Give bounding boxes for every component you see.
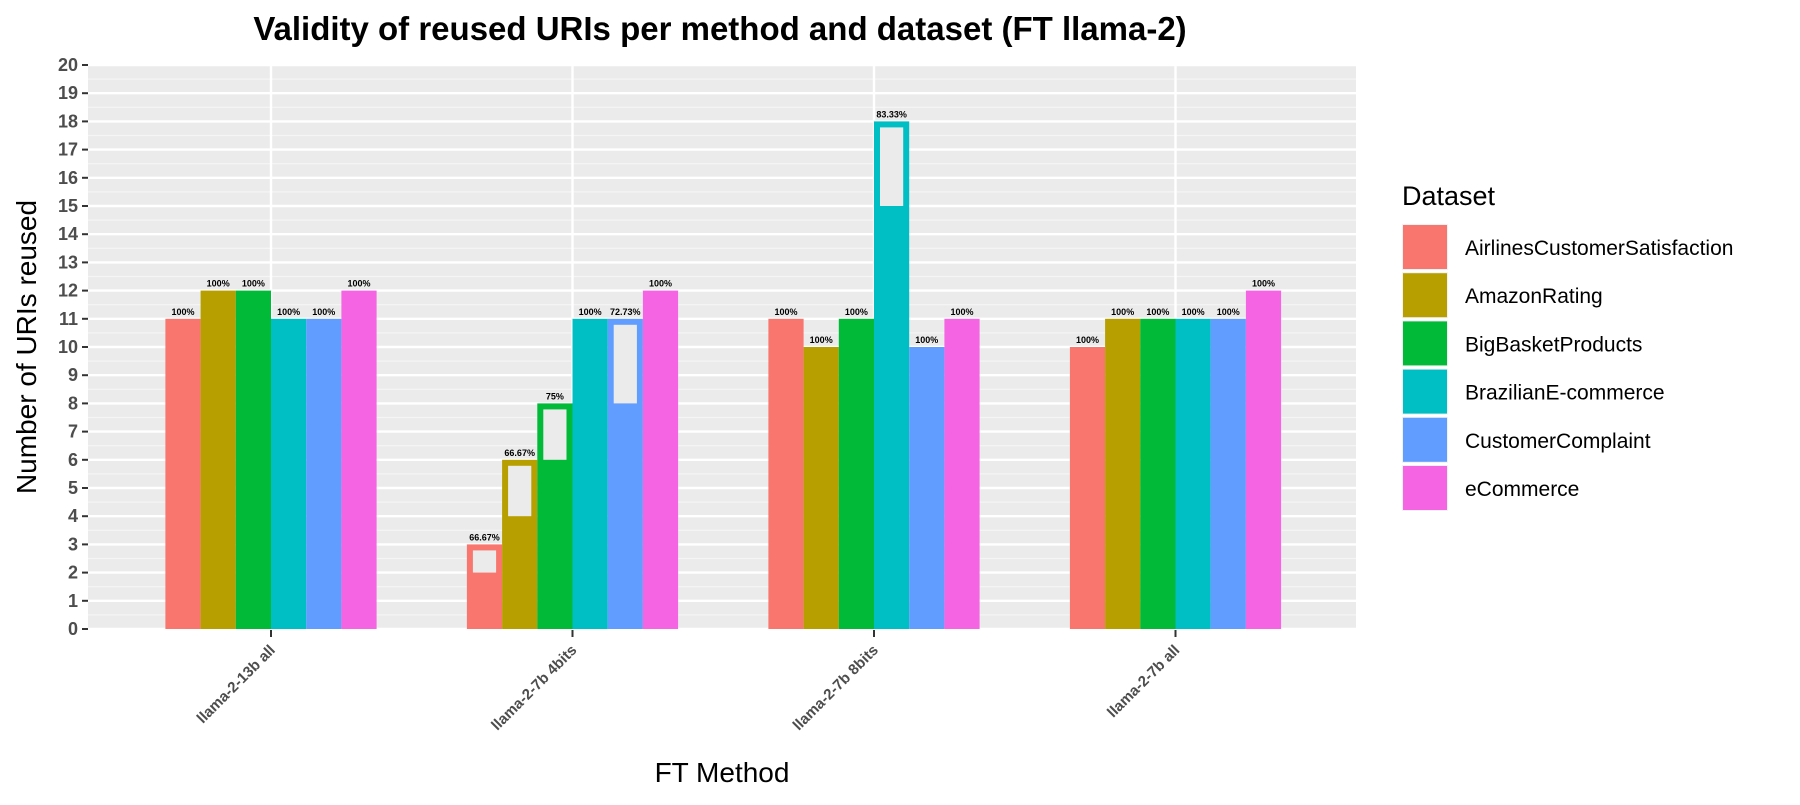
invalid-portion-BigBasketProducts-llama-2-7b 4bits bbox=[543, 409, 567, 460]
y-tick-label: 17 bbox=[58, 140, 78, 160]
legend-swatch-eCommerce bbox=[1403, 466, 1447, 510]
legend-label-CustomerComplaint: CustomerComplaint bbox=[1465, 430, 1651, 453]
y-tick-label: 13 bbox=[58, 252, 78, 272]
x-tick-label: llama-2-7b 8bits bbox=[790, 642, 882, 734]
bar-BigBasketProducts-llama-2-7b all bbox=[1140, 318, 1176, 629]
data-label-AmazonRating-llama-2-7b 4bits: 66.67% bbox=[504, 448, 535, 458]
legend-label-BigBasketProducts: BigBasketProducts bbox=[1465, 333, 1642, 356]
bar-eCommerce-llama-2-7b all bbox=[1245, 290, 1282, 629]
data-label-AmazonRating-llama-2-13b all: 100% bbox=[207, 279, 230, 289]
data-label-AirlinesCustomerSatisfaction-llama-2-7b all: 100% bbox=[1076, 335, 1099, 345]
data-label-CustomerComplaint-llama-2-7b all: 100% bbox=[1217, 307, 1240, 317]
y-tick-label: 7 bbox=[68, 422, 78, 442]
bar-AirlinesCustomerSatisfaction-llama-2-7b 8bits bbox=[768, 318, 804, 629]
data-label-eCommerce-llama-2-13b all: 100% bbox=[347, 279, 370, 289]
y-tick-label: 15 bbox=[58, 196, 78, 216]
x-axis-title: FT Method bbox=[655, 757, 790, 788]
data-label-BrazilianE-commerce-llama-2-7b all: 100% bbox=[1182, 307, 1205, 317]
chart-title: Validity of reused URIs per method and d… bbox=[253, 10, 1186, 47]
bar-BrazilianE-commerce-llama-2-7b 4bits bbox=[572, 318, 608, 629]
bar-AmazonRating-llama-2-13b all bbox=[200, 290, 236, 629]
invalid-portion-BrazilianE-commerce-llama-2-7b 8bits bbox=[880, 127, 904, 206]
legend-label-BrazilianE-commerce: BrazilianE-commerce bbox=[1465, 382, 1665, 405]
y-tick-label: 4 bbox=[68, 506, 78, 526]
invalid-portion-AmazonRating-llama-2-7b 4bits bbox=[508, 465, 532, 517]
y-tick-label: 20 bbox=[58, 55, 78, 75]
legend-swatch-AmazonRating bbox=[1403, 273, 1447, 318]
data-labels: 100% 100% 100% 100% 100% 100% 66.67% 66.67% 75% 1… bbox=[171, 109, 1275, 542]
data-label-AirlinesCustomerSatisfaction-llama-2-7b 8bits: 100% bbox=[774, 307, 797, 317]
data-label-CustomerComplaint-llama-2-7b 4bits: 72.73% bbox=[610, 307, 641, 317]
bar-CustomerComplaint-llama-2-7b 8bits bbox=[909, 347, 945, 629]
x-axis: llama-2-13b all llama-2-7b 4bits llama-2-7… bbox=[194, 630, 1183, 734]
bar-eCommerce-llama-2-13b all bbox=[341, 290, 377, 629]
bars bbox=[165, 121, 1282, 630]
data-label-AirlinesCustomerSatisfaction-llama-2-7b 4bits: 66.67% bbox=[469, 532, 500, 542]
y-tick-label: 8 bbox=[68, 393, 78, 413]
bar-AirlinesCustomerSatisfaction-llama-2-7b all bbox=[1069, 347, 1106, 629]
invalid-portion-CustomerComplaint-llama-2-7b 4bits bbox=[613, 324, 637, 404]
bar-AirlinesCustomerSatisfaction-llama-2-13b all bbox=[165, 318, 201, 629]
legend-swatch-BigBasketProducts bbox=[1403, 321, 1447, 366]
y-tick-label: 1 bbox=[68, 591, 78, 611]
x-tick-label: llama-2-7b all bbox=[1104, 642, 1183, 721]
data-label-BigBasketProducts-llama-2-7b 4bits: 75% bbox=[546, 391, 564, 401]
data-label-CustomerComplaint-llama-2-13b all: 100% bbox=[312, 307, 335, 317]
y-tick-label: 16 bbox=[58, 168, 78, 188]
y-axis-title: Number of URIs reused bbox=[11, 200, 42, 494]
y-tick-label: 14 bbox=[58, 224, 78, 244]
bar-BigBasketProducts-llama-2-13b all bbox=[235, 290, 271, 629]
y-tick-label: 5 bbox=[68, 478, 78, 498]
y-tick-label: 2 bbox=[68, 563, 78, 583]
legend-label-AirlinesCustomerSatisfaction: AirlinesCustomerSatisfaction bbox=[1465, 237, 1733, 260]
y-tick-label: 3 bbox=[68, 534, 78, 554]
bar-CustomerComplaint-llama-2-13b all bbox=[306, 318, 342, 629]
y-tick-label: 19 bbox=[58, 83, 78, 103]
legend-swatch-BrazilianE-commerce bbox=[1403, 369, 1447, 414]
bar-eCommerce-llama-2-7b 8bits bbox=[944, 318, 980, 629]
y-tick-label: 6 bbox=[68, 450, 78, 470]
data-label-eCommerce-llama-2-7b all: 100% bbox=[1252, 279, 1275, 289]
x-tick-label: llama-2-13b all bbox=[194, 642, 279, 727]
legend-title: Dataset bbox=[1402, 181, 1496, 211]
bar-AmazonRating-llama-2-7b all bbox=[1105, 318, 1141, 629]
legend-label-AmazonRating: AmazonRating bbox=[1465, 285, 1603, 308]
bar-eCommerce-llama-2-7b 4bits bbox=[642, 290, 679, 629]
y-tick-label: 11 bbox=[59, 309, 78, 329]
legend-swatch-AirlinesCustomerSatisfaction bbox=[1403, 225, 1447, 269]
bar-CustomerComplaint-llama-2-7b all bbox=[1210, 318, 1246, 629]
y-tick-label: 10 bbox=[58, 337, 78, 357]
data-label-BigBasketProducts-llama-2-7b all: 100% bbox=[1146, 307, 1169, 317]
data-label-CustomerComplaint-llama-2-7b 8bits: 100% bbox=[915, 335, 938, 345]
legend-label-eCommerce: eCommerce bbox=[1465, 478, 1579, 501]
data-label-BigBasketProducts-llama-2-13b all: 100% bbox=[242, 279, 265, 289]
bar-BrazilianE-commerce-llama-2-7b all bbox=[1175, 318, 1211, 629]
legend: Dataset AirlinesCustomerSatisfaction Amaz… bbox=[1402, 181, 1733, 511]
y-tick-label: 18 bbox=[58, 111, 78, 131]
data-label-eCommerce-llama-2-7b 4bits: 100% bbox=[649, 279, 672, 289]
data-label-BrazilianE-commerce-llama-2-7b 4bits: 100% bbox=[579, 307, 602, 317]
data-label-BigBasketProducts-llama-2-7b 8bits: 100% bbox=[845, 307, 868, 317]
bar-BrazilianE-commerce-llama-2-13b all bbox=[271, 318, 307, 629]
legend-swatch-CustomerComplaint bbox=[1403, 417, 1447, 462]
bar-AmazonRating-llama-2-7b 8bits bbox=[803, 347, 839, 629]
x-tick-label: llama-2-7b 4bits bbox=[488, 642, 580, 734]
data-label-AmazonRating-llama-2-7b all: 100% bbox=[1111, 307, 1134, 317]
data-label-BrazilianE-commerce-llama-2-13b all: 100% bbox=[277, 307, 300, 317]
y-tick-label: 0 bbox=[68, 619, 78, 639]
y-tick-label: 9 bbox=[68, 365, 78, 385]
data-label-eCommerce-llama-2-7b 8bits: 100% bbox=[950, 307, 973, 317]
invalid-portion-AirlinesCustomerSatisfaction-llama-2-7b 4bits bbox=[472, 550, 497, 573]
data-label-AmazonRating-llama-2-7b 8bits: 100% bbox=[810, 335, 833, 345]
legend-items: AirlinesCustomerSatisfaction AmazonRating… bbox=[1402, 224, 1733, 511]
bar-BigBasketProducts-llama-2-7b 8bits bbox=[838, 318, 874, 629]
data-label-BrazilianE-commerce-llama-2-7b 8bits: 83.33% bbox=[876, 109, 907, 119]
y-tick-label: 12 bbox=[58, 281, 78, 301]
data-label-AirlinesCustomerSatisfaction-llama-2-13b all: 100% bbox=[171, 307, 194, 317]
